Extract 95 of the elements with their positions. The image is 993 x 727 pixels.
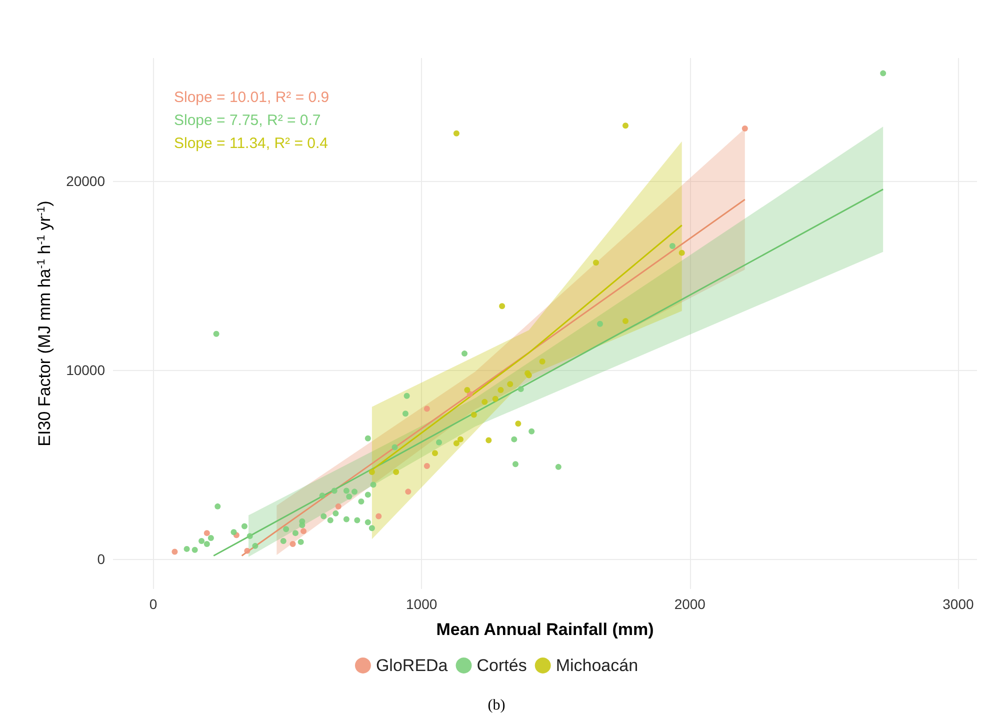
point [172,548,178,555]
y-tick-label: 0 [97,550,106,567]
point [184,546,190,552]
point [393,469,400,476]
point [252,542,258,549]
point [404,392,410,399]
point [376,513,382,520]
point [507,381,514,388]
point [364,519,371,526]
legend-label: Michoacán [556,656,638,675]
point [880,70,886,76]
point [512,461,518,468]
point [241,523,248,530]
point [678,250,685,256]
point [192,546,198,553]
point [319,492,326,499]
point [368,469,375,476]
point [622,318,628,324]
text: (b) [488,698,506,714]
point [462,350,468,357]
point [364,492,371,498]
point [280,538,286,544]
point [331,488,338,494]
annotation: Slope = 7.75, R² = 0.7 [174,112,321,129]
point [392,444,398,450]
legend-label: Cortés [476,656,527,675]
point [498,387,504,394]
point [424,406,430,412]
point [354,517,360,524]
point [198,538,205,544]
point [246,533,253,540]
point [405,488,412,495]
point [470,412,477,418]
point [290,541,296,548]
annotation: Slope = 11.34, R² = 0.4 [174,135,328,152]
point [492,396,498,402]
point [402,410,408,417]
point [358,498,364,505]
point [300,528,307,534]
point [539,358,546,364]
point [204,530,210,536]
point [332,510,339,516]
x-axis-title: Mean Annual Rainfall (mm) [436,620,654,639]
point [343,488,350,494]
point [343,516,350,522]
point [592,260,599,266]
point [320,513,327,520]
point [597,320,604,327]
point [230,529,237,536]
point [283,526,290,532]
x-tick-label: 3000 [942,596,974,612]
line-series [241,198,746,556]
annotation: Slope = 10.01, R² = 0.9 [174,89,330,106]
point [499,303,506,310]
point [453,440,460,446]
point [208,534,214,541]
x-tick-label: 0 [149,596,158,612]
x-tick-label: 2000 [674,596,706,612]
point [213,330,220,337]
y-axis-title: EI30 Factor (MJ mm ha-1 h-1 yr-1) [35,200,54,446]
point [292,530,298,536]
point [518,386,524,392]
point [515,420,522,427]
point [742,125,748,132]
point [424,462,430,469]
line-series [212,188,884,556]
y-tick-label: 10000 [66,362,106,378]
point [204,541,210,548]
point [327,517,334,524]
point [555,464,562,470]
point [436,439,442,446]
legend-label: GloREDa [376,656,448,675]
y-tick-label: 20000 [66,172,106,189]
point [364,435,371,442]
point [528,428,535,434]
point [457,436,464,442]
point [669,243,676,250]
point [214,503,221,510]
point [622,122,628,129]
point [298,538,304,545]
x-tick-label: 1000 [406,596,438,612]
point [466,390,473,397]
point [464,387,470,394]
point [346,494,352,500]
point [486,437,492,444]
point [482,398,488,405]
point [244,548,250,554]
point [299,522,306,528]
point [432,450,438,456]
point [368,525,375,532]
point [370,482,376,488]
point [351,488,358,495]
point [453,130,460,136]
point [511,436,518,442]
point [335,503,342,510]
